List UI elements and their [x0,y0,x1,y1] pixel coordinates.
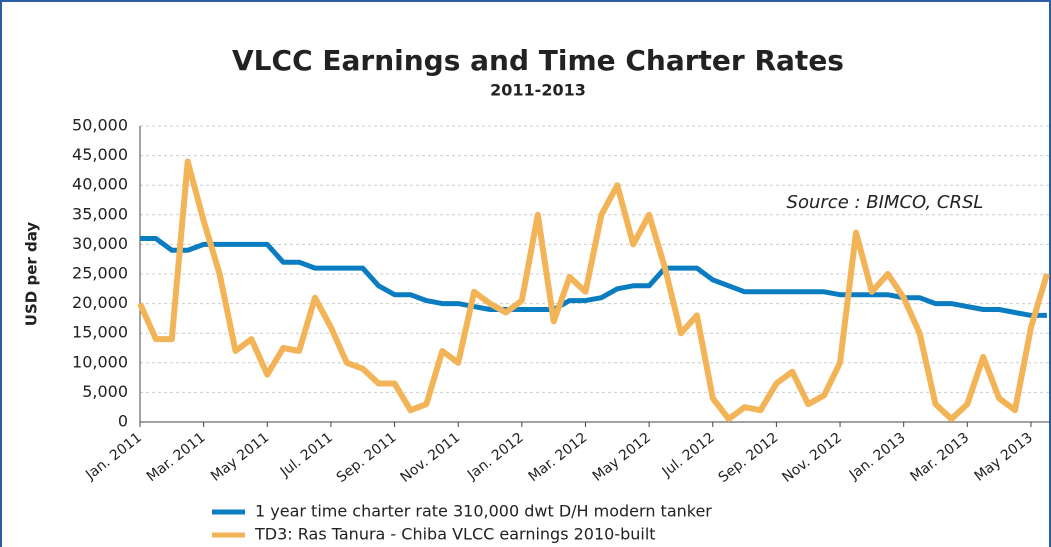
y-tick-label: 30,000 [72,234,128,253]
x-tick-label: Sep. 2012 [716,430,782,486]
y-tick-label: 20,000 [72,293,128,312]
x-tick-label: Sep. 2011 [334,430,400,486]
x-tick-label: Jan. 2013 [846,430,909,484]
y-tick-label: 45,000 [72,145,128,164]
y-tick-label: 40,000 [72,175,128,194]
y-tick-label: 25,000 [72,264,128,283]
annotation: Source : BIMCO, CRSL [787,192,984,213]
x-tick-label: Jul. 2011 [277,430,336,481]
y-tick-label: 5,000 [82,382,128,401]
chart-title: VLCC Earnings and Time Charter Rates [232,44,844,77]
series-line [140,236,1047,318]
series-line [137,158,1050,422]
x-tick-label: Mar. 2013 [907,430,972,486]
x-tick-label: May 2013 [972,430,1036,485]
y-tick-label: 35,000 [72,204,128,223]
y-tick-label: 50,000 [72,116,128,135]
x-tick-label: Nov. 2012 [779,430,845,486]
legend-label: 1 year time charter rate 310,000 dwt D/H… [255,502,712,521]
y-tick-label: 10,000 [72,352,128,371]
x-tick-label: May 2012 [590,430,654,485]
x-tick-label: Jan. 2011 [82,430,145,484]
y-tick-label: 0 [118,412,128,431]
x-tick-label: Mar. 2011 [144,430,209,486]
y-tick-label: 15,000 [72,323,128,342]
x-tick-label: Jul. 2012 [659,430,718,481]
legend-label: TD3: Ras Tanura - Chiba VLCC earnings 20… [254,525,656,544]
x-tick-label: Jan. 2012 [464,430,527,484]
chart-subtitle: 2011-2013 [490,81,586,100]
x-tick-label: Nov. 2011 [398,430,464,486]
x-tick-label: Mar. 2012 [526,430,591,486]
y-axis-label: USD per day [23,222,41,327]
x-tick-label: May 2011 [208,430,272,485]
